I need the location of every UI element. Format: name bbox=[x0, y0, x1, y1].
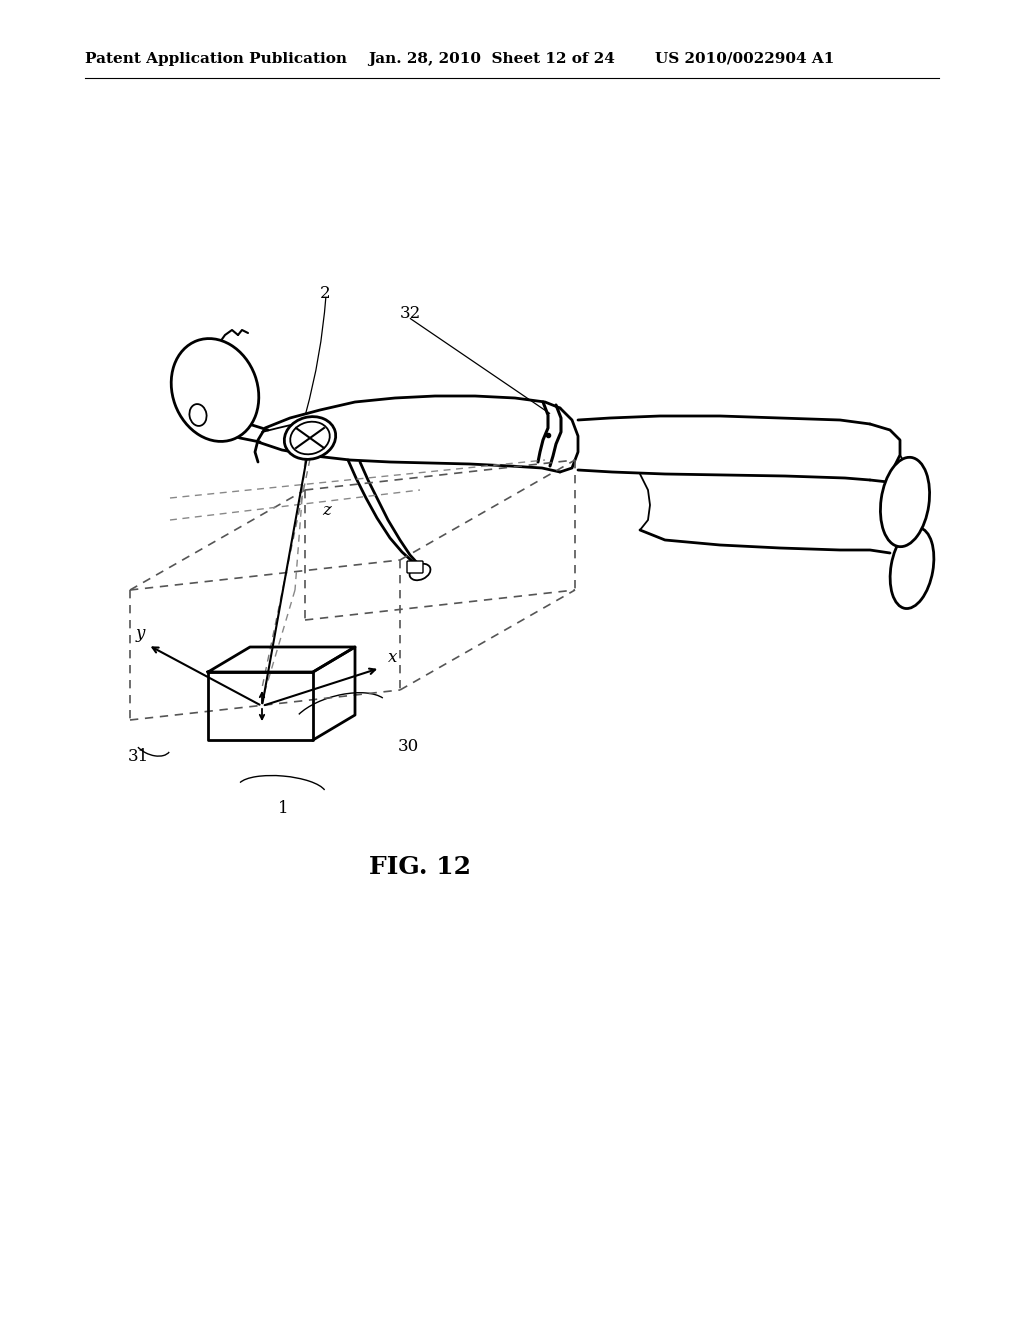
Ellipse shape bbox=[410, 564, 430, 581]
FancyBboxPatch shape bbox=[407, 561, 423, 573]
Text: FIG. 12: FIG. 12 bbox=[369, 855, 471, 879]
Text: 2: 2 bbox=[319, 285, 331, 302]
Text: y: y bbox=[136, 624, 145, 642]
Text: 1: 1 bbox=[278, 800, 289, 817]
Ellipse shape bbox=[890, 528, 934, 609]
Text: 32: 32 bbox=[400, 305, 421, 322]
Ellipse shape bbox=[171, 338, 259, 441]
Ellipse shape bbox=[881, 457, 930, 546]
Text: 31: 31 bbox=[128, 748, 150, 766]
Text: US 2010/0022904 A1: US 2010/0022904 A1 bbox=[655, 51, 835, 66]
Ellipse shape bbox=[189, 404, 207, 426]
Text: x: x bbox=[388, 649, 397, 667]
Text: 30: 30 bbox=[398, 738, 419, 755]
Text: Jan. 28, 2010  Sheet 12 of 24: Jan. 28, 2010 Sheet 12 of 24 bbox=[368, 51, 614, 66]
Text: z: z bbox=[322, 502, 331, 519]
Text: Patent Application Publication: Patent Application Publication bbox=[85, 51, 347, 66]
Ellipse shape bbox=[285, 417, 336, 459]
